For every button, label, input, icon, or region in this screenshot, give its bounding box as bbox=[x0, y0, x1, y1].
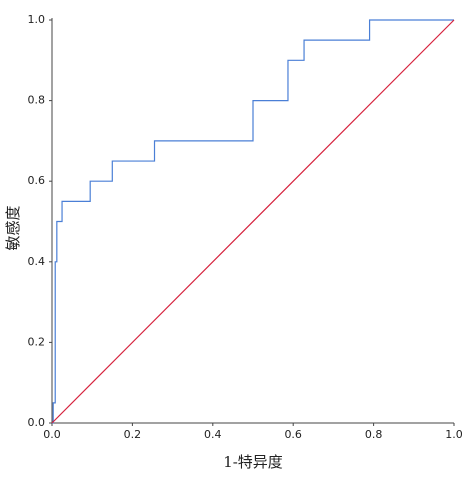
x-tick-label: 0.8 bbox=[365, 428, 383, 441]
x-tick-label: 0.4 bbox=[204, 428, 222, 441]
x-tick-label: 0.6 bbox=[284, 428, 302, 441]
x-axis-title: 1-特异度 bbox=[223, 453, 283, 471]
y-tick-label: 0.0 bbox=[28, 416, 46, 429]
x-tick-label: 0.2 bbox=[124, 428, 142, 441]
roc-line bbox=[52, 19, 454, 424]
y-tick-label: 0.8 bbox=[28, 94, 46, 107]
y-tick-label: 0.2 bbox=[28, 335, 46, 348]
y-axis-title: 敏感度 bbox=[4, 205, 22, 250]
y-tick-label: 0.6 bbox=[28, 174, 46, 187]
y-tick-label: 0.4 bbox=[28, 255, 46, 268]
x-tick-label: 1.0 bbox=[445, 428, 463, 441]
roc-line bbox=[51, 19, 455, 424]
y-tick-label: 1.0 bbox=[28, 13, 46, 26]
x-tick-label: 0.0 bbox=[43, 428, 61, 441]
